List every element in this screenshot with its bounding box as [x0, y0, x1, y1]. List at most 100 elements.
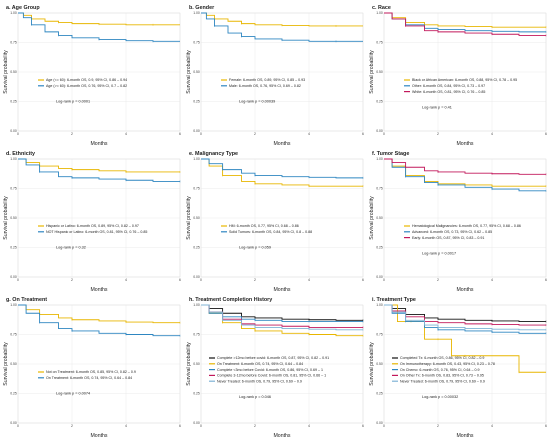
legend-entry: On Treatment: 6-month OS, 0.74, 95% CI, …: [217, 362, 303, 366]
y-tick-label: 0.50: [10, 216, 17, 220]
legend-entry: Never Treated: 6-month OS, 0.79, 95% CI,…: [217, 379, 302, 383]
y-tick-label: 1.00: [193, 157, 200, 161]
log-rank-pvalue: Log-rank p = 0.32: [56, 246, 86, 250]
legend: Black or African American: 6-month OS, 0…: [404, 78, 517, 94]
y-tick-label: 0.75: [10, 333, 17, 337]
panel-9: 0.00 0.25 0.50 0.75 1.00 0 2 4 6 i. Treatment Typ…: [369, 297, 547, 439]
legend-entry: Complete >12mo before covid: 6-month OS,…: [217, 356, 329, 360]
x-axis-label: Months: [456, 141, 473, 147]
km-curve-3: [201, 304, 363, 322]
y-axis-label: Survival probability: [3, 196, 9, 240]
x-tick-label: 2: [254, 278, 256, 282]
legend-entry: Complete <3mo before Covid: 6-month OS, …: [217, 368, 323, 372]
log-rank-pvalue: Log-rank p = 0.0074: [56, 392, 90, 396]
legend-entry: On Chemo: 6-month OS, 0.76, 95% CI, 0.64…: [400, 368, 480, 372]
x-tick-label: 2: [254, 424, 256, 428]
x-axis-label: Months: [90, 433, 107, 439]
y-tick-label: 1.00: [10, 157, 17, 161]
legend-entry: Advanced: 6-month OS, 0.73, 95% CI, 0.62…: [412, 230, 492, 234]
km-curve-2: [18, 304, 180, 337]
panel-2: 0.00 0.25 0.50 0.75 1.00 0 2 4 6 b. Gender Months S…: [186, 5, 364, 147]
legend-entry: Female: 6-month OS, 0.89, 95% CI, 0.85 –…: [229, 78, 305, 82]
y-tick-label: 0.50: [10, 70, 17, 74]
log-rank-pvalue: Log-rank p = 0.00039: [239, 100, 275, 104]
y-tick-label: 0.75: [193, 333, 200, 337]
legend: Age (<= 60): 6-month OS, 0.9, 95% CI, 0.…: [38, 78, 127, 88]
y-tick-label: 0.25: [193, 392, 200, 396]
x-tick-label: 0: [383, 424, 385, 428]
y-tick-label: 0.25: [10, 246, 17, 250]
km-curve-3: [384, 304, 546, 334]
panel-8: 0.00 0.25 0.50 0.75 1.00 0 2 4 6 h. Treatment Com…: [186, 297, 364, 439]
legend-entry: NOT Hispanic or Latino: 6-month OS, 0.81…: [46, 230, 147, 234]
x-tick-label: 0: [17, 132, 19, 136]
legend-entry: On Immunotherapy: 6-month OS, 0.43, 95% …: [400, 362, 495, 366]
legend-entry: Complete 3-12mo before Covid: 6-month OS…: [217, 374, 326, 378]
y-axis-label: Survival probability: [369, 196, 375, 240]
legend-entry: Other: 6-month OS, 0.84, 95% CI, 0.73 – …: [412, 84, 485, 88]
x-tick-label: 4: [125, 132, 127, 136]
x-tick-label: 4: [491, 132, 493, 136]
legend-entry: Hispanic or Latino: 6-month OS, 0.89, 95…: [46, 224, 139, 228]
y-tick-label: 1.00: [376, 303, 383, 307]
legend-entry: On Other Tx: 6-month OS, 0.83, 95% CI, 0…: [400, 374, 484, 378]
y-tick-label: 0.50: [193, 70, 200, 74]
panel-title: f. Tumor Stage: [372, 151, 409, 157]
x-axis-label: Months: [273, 433, 290, 439]
y-tick-label: 0.75: [193, 41, 200, 45]
x-tick-label: 4: [491, 424, 493, 428]
y-axis-label: Survival probability: [186, 196, 192, 240]
y-tick-label: 0.00: [10, 275, 17, 279]
x-tick-label: 4: [125, 424, 127, 428]
legend: Hispanic or Latino: 6-month OS, 0.89, 95…: [38, 224, 147, 234]
legend-entry: On Treatment: 6-month OS, 0.74, 95% CI, …: [46, 376, 132, 380]
x-tick-label: 0: [17, 424, 19, 428]
y-tick-label: 0.00: [193, 275, 200, 279]
log-rank-pvalue: Log-rank p = 0.059: [239, 246, 271, 250]
legend-entry: Never Treated: 6-month OS, 0.79, 95% CI,…: [400, 379, 485, 383]
x-tick-label: 4: [308, 278, 310, 282]
y-tick-label: 0.75: [376, 187, 383, 191]
x-axis-label: Months: [273, 287, 290, 293]
legend-entry: Hematological Malignancies: 6-month OS, …: [412, 224, 521, 228]
y-tick-label: 0.00: [376, 129, 383, 133]
panel-1: 0.00 0.25 0.50 0.75 1.00 0 2 4 6 a. Age Group Mont…: [3, 5, 181, 147]
x-tick-label: 4: [125, 278, 127, 282]
x-axis-label: Months: [90, 141, 107, 147]
x-tick-label: 6: [545, 424, 547, 428]
y-tick-label: 0.50: [193, 216, 200, 220]
x-tick-label: 0: [200, 278, 202, 282]
legend-entry: White: 6-month OS, 0.81, 95% CI, 0.76 – …: [412, 90, 485, 94]
legend-entry: Male: 6-month OS, 0.76, 95% CI, 0.69 – 0…: [229, 84, 301, 88]
panel-3: 0.00 0.25 0.50 0.75 1.00 0 2 4 6 c. Race Months Sur…: [369, 5, 547, 147]
y-tick-label: 0.50: [10, 362, 17, 366]
log-rank-pvalue: Log-rank p = 0.0001: [56, 100, 90, 104]
y-tick-label: 0.50: [376, 70, 383, 74]
legend: Female: 6-month OS, 0.89, 95% CI, 0.85 –…: [221, 78, 305, 88]
y-axis-label: Survival probability: [186, 342, 192, 386]
x-tick-label: 6: [362, 132, 364, 136]
legend: Complete >12mo before covid: 6-month OS,…: [209, 356, 329, 383]
y-tick-label: 0.75: [10, 187, 17, 191]
y-tick-label: 1.00: [376, 157, 383, 161]
x-tick-label: 6: [362, 278, 364, 282]
legend-entry: Not on Treatment: 6-month OS, 0.85, 95% …: [46, 370, 136, 374]
legend: Not on Treatment: 6-month OS, 0.85, 95% …: [38, 370, 136, 380]
x-axis-label: Months: [456, 287, 473, 293]
x-tick-label: 2: [71, 424, 73, 428]
km-curve-2: [18, 12, 180, 42]
x-tick-label: 2: [254, 132, 256, 136]
y-tick-label: 0.50: [376, 216, 383, 220]
legend-entry: Age (>= 60): 6-month OS, 0.76, 95% CI, 0…: [46, 84, 127, 88]
y-tick-label: 0.50: [376, 362, 383, 366]
y-tick-label: 0.25: [376, 246, 383, 250]
y-tick-label: 0.75: [193, 187, 200, 191]
y-tick-label: 0.00: [193, 421, 200, 425]
km-curve-2: [384, 304, 546, 373]
panel-7: 0.00 0.25 0.50 0.75 1.00 0 2 4 6 g. On Treatment M…: [3, 297, 181, 439]
panel-title: c. Race: [372, 5, 391, 11]
x-axis-label: Months: [90, 287, 107, 293]
x-tick-label: 0: [383, 278, 385, 282]
y-tick-label: 0.75: [376, 41, 383, 45]
y-axis-label: Survival probability: [3, 50, 9, 94]
